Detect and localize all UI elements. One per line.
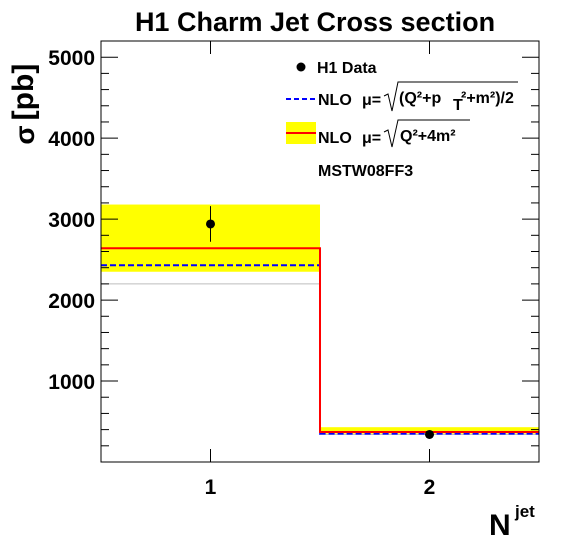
x-axis-label-superscript: jet <box>514 502 535 521</box>
y-tick-label-1000: 1000 <box>48 371 95 394</box>
legend-label-nlo-dashed: NLO μ= (Q²+p T ²+m²)/2 <box>318 81 518 114</box>
data-point-1 <box>206 219 215 229</box>
x-axis-label: N <box>489 509 511 542</box>
y-axis-symbol: σ <box>9 125 40 144</box>
axes-layer: 1000 2000 3000 4000 5000 1 2 <box>48 40 539 499</box>
chart-title: H1 Charm Jet Cross section <box>135 7 495 37</box>
legend-nlo-dashed-radicand: (Q²+p <box>399 90 441 107</box>
y-tick-label-5000: 5000 <box>48 47 95 70</box>
legend-note: MSTW08FF3 <box>318 163 413 180</box>
legend-nlo-dashed-mu: μ= <box>362 92 381 109</box>
series-layer <box>101 204 539 439</box>
x-tick-label-2: 2 <box>424 476 436 499</box>
legend-nlo-dashed-sub: T <box>453 97 463 114</box>
legend-label-nlo-band: NLO μ= Q²+4m² <box>318 119 470 148</box>
y-axis-unit: [pb] <box>7 64 40 121</box>
legend-nlo-dashed-prefix: NLO <box>318 92 352 109</box>
data-point-2 <box>425 429 434 439</box>
legend: H1 Data NLO μ= (Q²+p T ²+m²)/2 NLO μ= Q²… <box>286 60 518 180</box>
legend-nlo-band-mu: μ= <box>362 130 381 147</box>
nlo-step-line <box>101 247 539 434</box>
y-tick-label-2000: 2000 <box>48 290 95 313</box>
legend-nlo-band-radicand: Q²+4m² <box>400 128 456 145</box>
y-axis-label: [pb] <box>7 64 40 121</box>
legend-sqrt-sign-band <box>383 119 470 148</box>
legend-label-data: H1 Data <box>317 60 377 77</box>
y-tick-label-3000: 3000 <box>48 209 95 232</box>
legend-sqrt-sign-dashed <box>383 81 518 112</box>
legend-marker-data <box>296 62 306 72</box>
legend-nlo-band-prefix: NLO <box>318 130 352 147</box>
legend-nlo-dashed-suffix: ²+m²)/2 <box>461 90 514 107</box>
y-axis-symbol-group: σ <box>9 125 40 144</box>
y-tick-label-4000: 4000 <box>48 128 95 151</box>
x-tick-label-1: 1 <box>205 476 217 499</box>
